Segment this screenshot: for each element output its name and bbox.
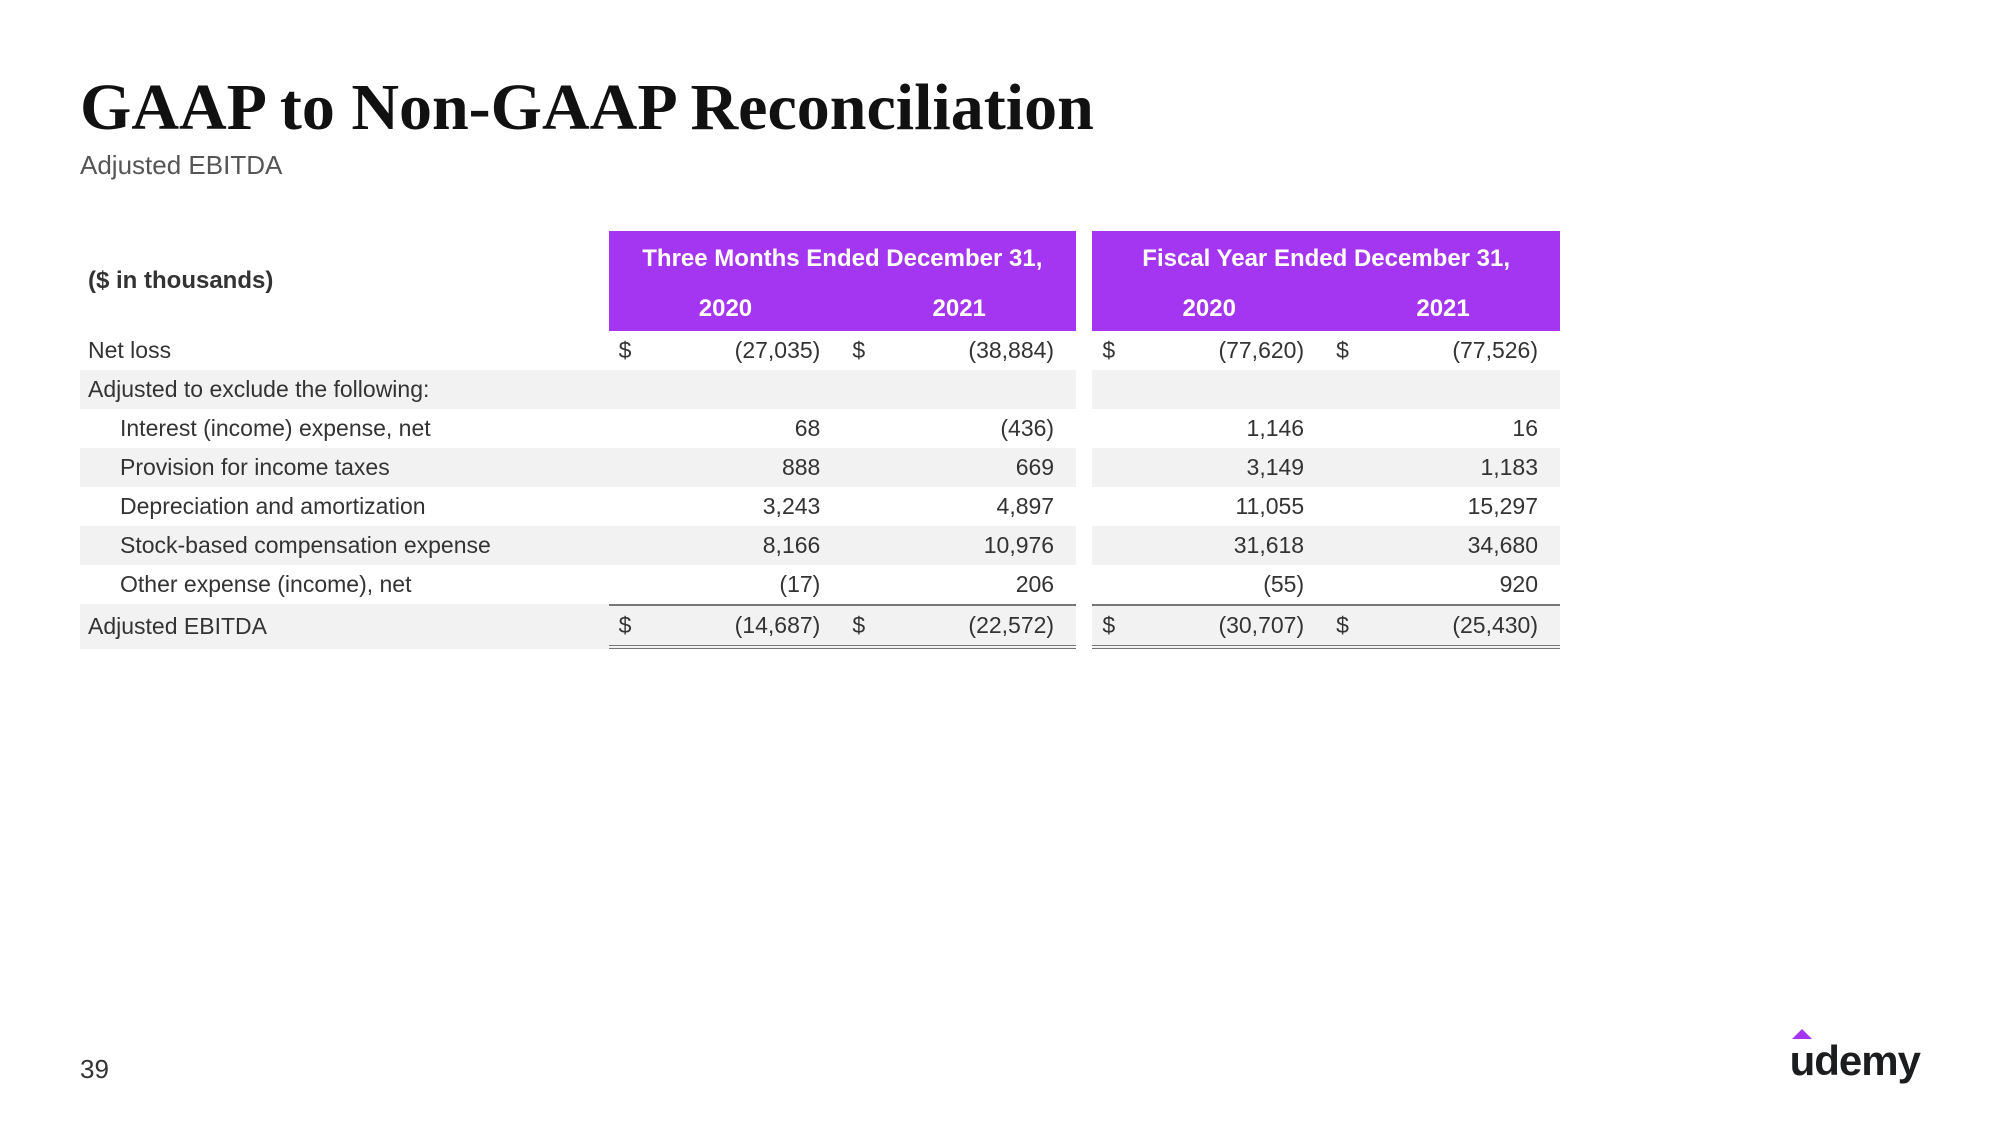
cell-value: (436) <box>873 409 1076 448</box>
row-label: Stock-based compensation expense <box>80 526 609 565</box>
currency-symbol <box>1092 370 1122 409</box>
cell-value: (55) <box>1123 565 1326 604</box>
currency-symbol: $ <box>1092 604 1122 649</box>
currency-symbol <box>1326 487 1356 526</box>
currency-symbol <box>1326 409 1356 448</box>
row-label: Depreciation and amortization <box>80 487 609 526</box>
logo-hat-icon <box>1792 1029 1812 1039</box>
currency-symbol <box>1092 526 1122 565</box>
cell-value: 16 <box>1357 409 1560 448</box>
cell-value: 669 <box>873 448 1076 487</box>
cell-value: 11,055 <box>1123 487 1326 526</box>
currency-symbol: $ <box>1326 331 1356 370</box>
currency-symbol: $ <box>609 604 639 649</box>
unit-label: ($ in thousands) <box>80 231 609 331</box>
total-value: (14,687) <box>639 604 842 649</box>
year-header: 2021 <box>1326 287 1560 331</box>
year-header: 2020 <box>1092 287 1326 331</box>
cell-value: (77,526) <box>1357 331 1560 370</box>
logo-text: demy <box>1814 1037 1920 1085</box>
total-label: Adjusted EBITDA <box>80 604 609 649</box>
total-value: (30,707) <box>1123 604 1326 649</box>
group-header-1: Three Months Ended December 31, <box>609 231 1077 287</box>
cell-value: 3,243 <box>639 487 842 526</box>
cell-value: 888 <box>639 448 842 487</box>
currency-symbol <box>842 526 872 565</box>
row-label: Other expense (income), net <box>80 565 609 604</box>
cell-value: 68 <box>639 409 842 448</box>
cell-value: 920 <box>1357 565 1560 604</box>
currency-symbol: $ <box>842 331 872 370</box>
cell-value <box>873 370 1076 409</box>
currency-symbol <box>609 409 639 448</box>
total-value: (25,430) <box>1357 604 1560 649</box>
cell-value <box>1357 370 1560 409</box>
currency-symbol: $ <box>842 604 872 649</box>
currency-symbol <box>1092 487 1122 526</box>
currency-symbol <box>842 370 872 409</box>
currency-symbol <box>1326 565 1356 604</box>
cell-value: 10,976 <box>873 526 1076 565</box>
cell-value: 3,149 <box>1123 448 1326 487</box>
page-subtitle: Adjusted EBITDA <box>80 150 1920 181</box>
cell-value <box>1123 370 1326 409</box>
currency-symbol <box>842 448 872 487</box>
currency-symbol <box>1326 370 1356 409</box>
cell-value: (27,035) <box>639 331 842 370</box>
currency-symbol <box>609 565 639 604</box>
cell-value: 15,297 <box>1357 487 1560 526</box>
page-number: 39 <box>80 1054 109 1085</box>
currency-symbol <box>842 409 872 448</box>
cell-value: 206 <box>873 565 1076 604</box>
currency-symbol: $ <box>609 331 639 370</box>
currency-symbol <box>1092 565 1122 604</box>
currency-symbol: $ <box>1092 331 1122 370</box>
currency-symbol <box>842 487 872 526</box>
year-header: 2021 <box>842 287 1076 331</box>
currency-symbol <box>609 487 639 526</box>
row-label: Net loss <box>80 331 609 370</box>
row-label: Adjusted to exclude the following: <box>80 370 609 409</box>
cell-value: 4,897 <box>873 487 1076 526</box>
udemy-logo: udemy <box>1790 1037 1920 1085</box>
cell-value: 8,166 <box>639 526 842 565</box>
row-label: Interest (income) expense, net <box>80 409 609 448</box>
cell-value <box>639 370 842 409</box>
reconciliation-table: ($ in thousands) Three Months Ended Dece… <box>80 231 1560 649</box>
currency-symbol <box>609 370 639 409</box>
currency-symbol: $ <box>1326 604 1356 649</box>
page-title: GAAP to Non-GAAP Reconciliation <box>80 70 1920 146</box>
currency-symbol <box>1092 409 1122 448</box>
currency-symbol <box>609 448 639 487</box>
currency-symbol <box>1326 526 1356 565</box>
year-header: 2020 <box>609 287 843 331</box>
currency-symbol <box>1326 448 1356 487</box>
cell-value: (17) <box>639 565 842 604</box>
cell-value: 1,146 <box>1123 409 1326 448</box>
cell-value: (77,620) <box>1123 331 1326 370</box>
cell-value: 1,183 <box>1357 448 1560 487</box>
currency-symbol <box>609 526 639 565</box>
cell-value: 31,618 <box>1123 526 1326 565</box>
group-header-2: Fiscal Year Ended December 31, <box>1092 231 1560 287</box>
cell-value: 34,680 <box>1357 526 1560 565</box>
total-value: (22,572) <box>873 604 1076 649</box>
currency-symbol <box>842 565 872 604</box>
row-label: Provision for income taxes <box>80 448 609 487</box>
cell-value: (38,884) <box>873 331 1076 370</box>
currency-symbol <box>1092 448 1122 487</box>
